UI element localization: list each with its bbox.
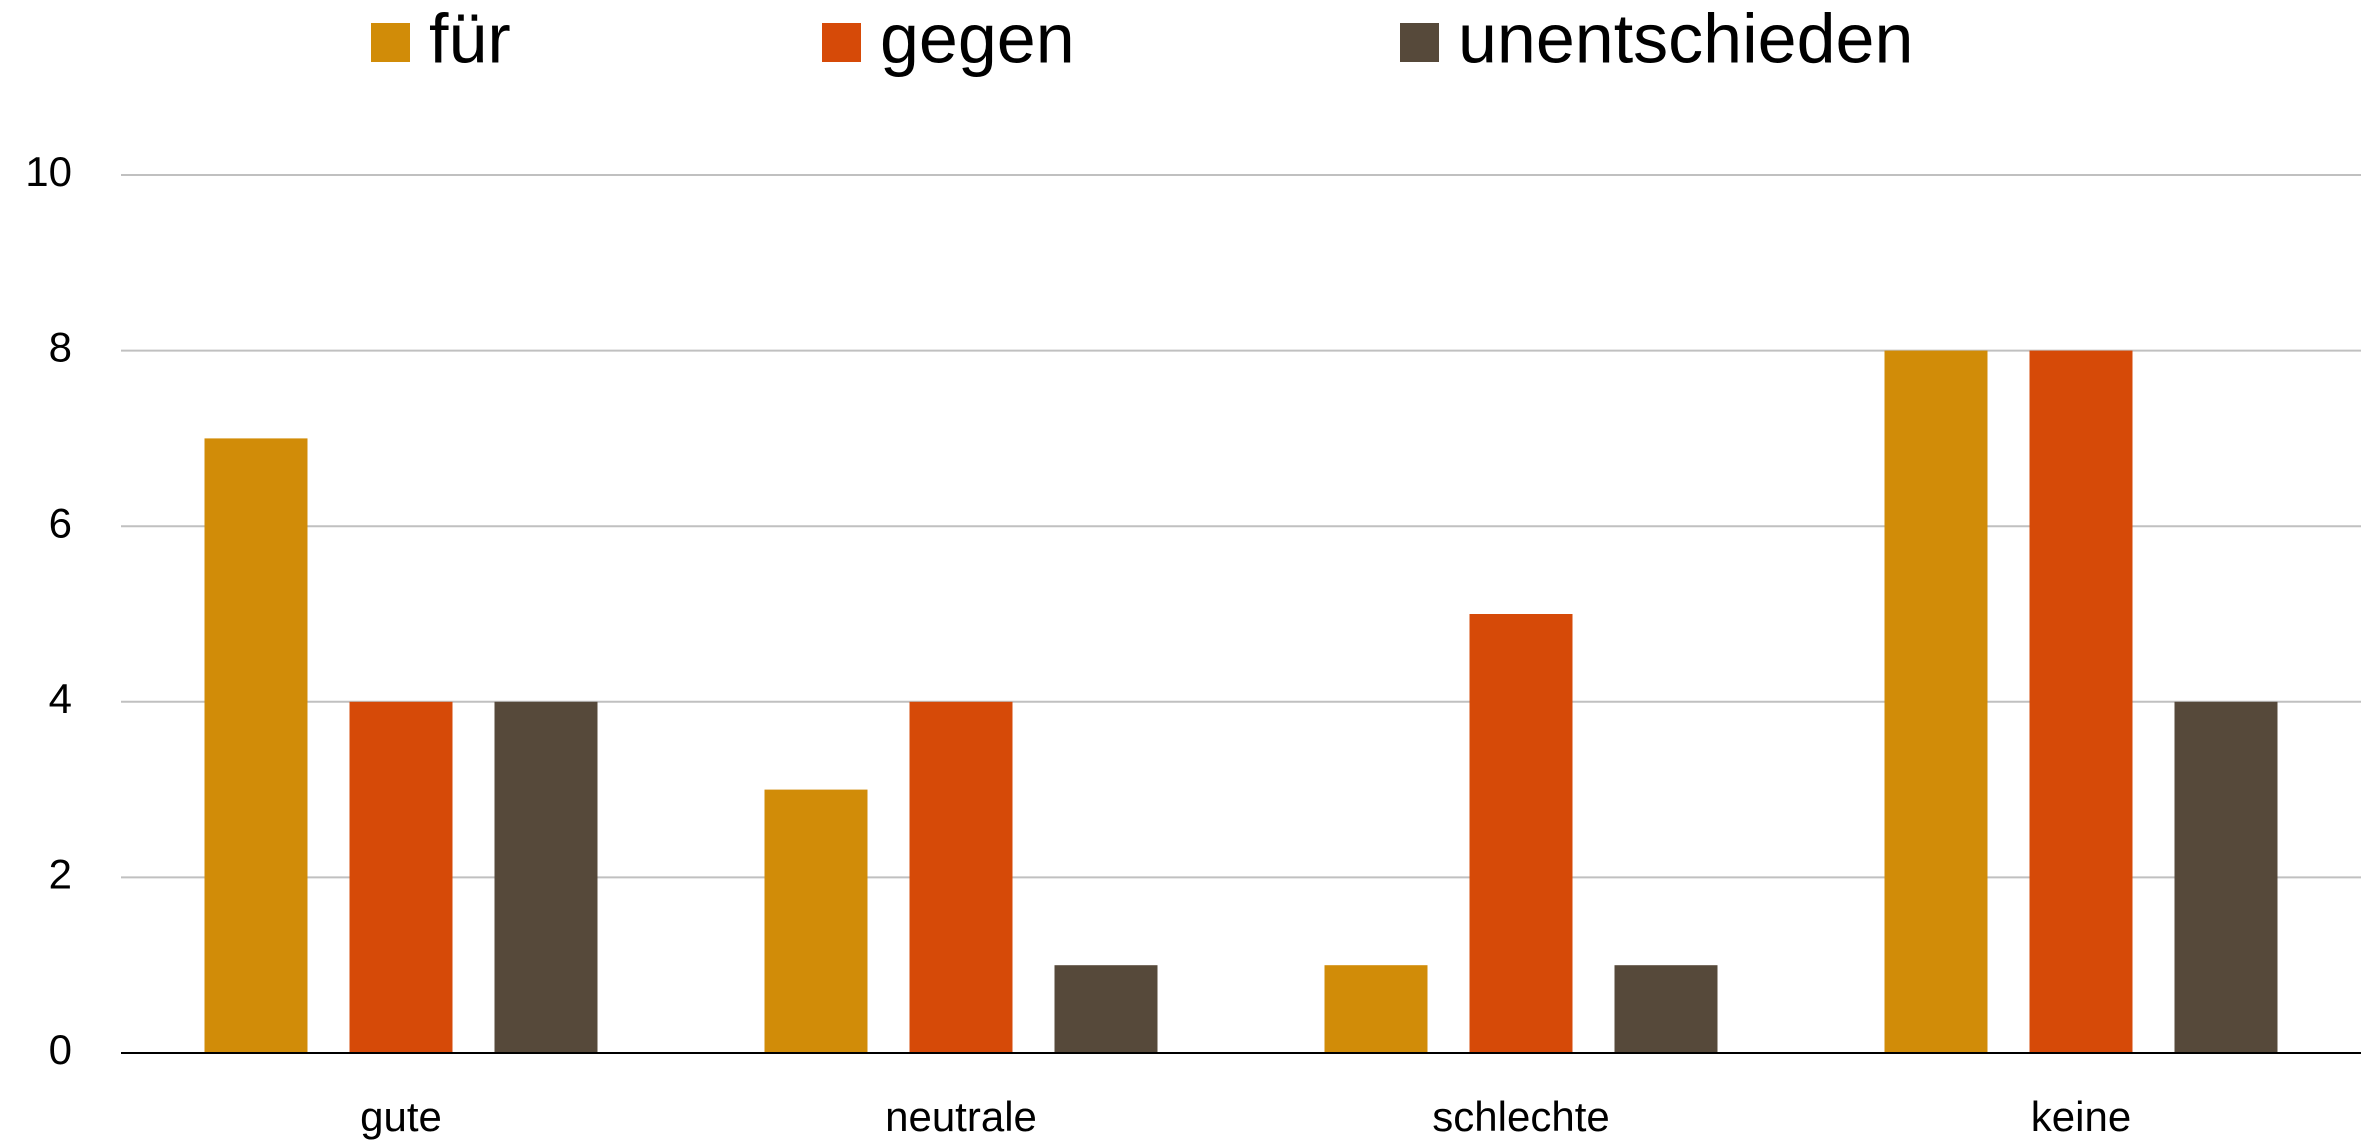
y-tick-label: 4 [49,675,72,722]
bar [2029,350,2133,1054]
y-tick-label: 8 [49,324,72,371]
x-tick-label: neutrale [885,1093,1037,1140]
x-tick-label: gute [360,1093,442,1140]
x-tick-label: keine [2031,1093,2131,1140]
legend-swatch [371,23,410,62]
bar [2174,701,2278,1053]
y-tick-label: 0 [49,1026,72,1073]
y-tick-label: 6 [49,499,72,546]
bar [349,701,453,1053]
bar [909,701,1013,1053]
legend-swatch [1400,23,1439,62]
bar [494,701,598,1053]
x-tick-label: schlechte [1432,1093,1609,1140]
legend-label: für [429,0,511,77]
bar [1469,614,1573,1053]
legend-label: gegen [880,0,1075,77]
bar [764,789,868,1053]
legend-label: unentschieden [1458,0,1913,77]
legend-swatch [822,23,861,62]
bar [1884,350,1988,1054]
y-tick-label: 10 [25,148,72,195]
y-tick-label: 2 [49,850,72,897]
bar [1324,965,1428,1053]
bar [1054,965,1158,1053]
bar [1614,965,1718,1053]
bar [204,438,308,1053]
